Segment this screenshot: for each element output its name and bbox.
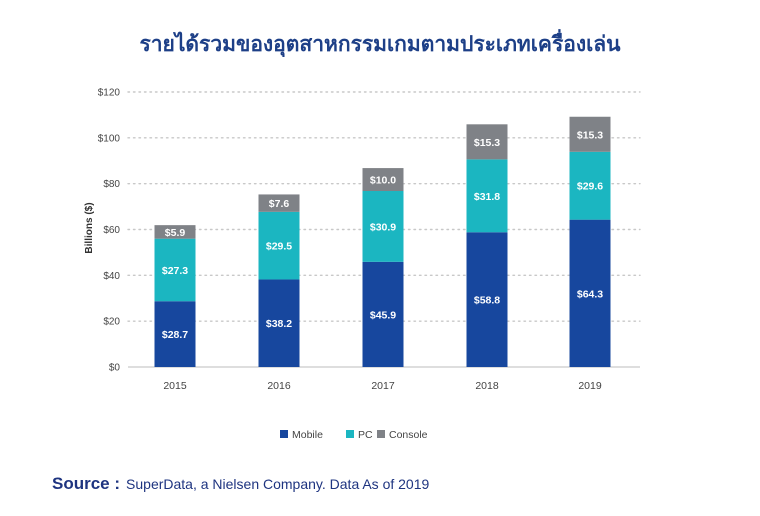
data-label-mobile-2018: $58.8 <box>474 295 500 307</box>
legend-swatch-console <box>377 430 385 438</box>
y-axis-label: Billions ($) <box>84 202 95 253</box>
x-tick-label: 2019 <box>578 380 602 392</box>
x-tick-label: 2018 <box>475 380 499 392</box>
legend-label-pc: PC <box>358 429 373 441</box>
y-tick-label: $0 <box>109 363 121 374</box>
legend-label-console: Console <box>389 429 428 441</box>
data-label-pc-2018: $31.8 <box>474 191 500 203</box>
x-axis-ticks: 2015 2016 2017 2018 2019 <box>163 380 602 392</box>
legend-swatch-mobile <box>280 430 288 438</box>
bars: $28.7 $27.3 $5.9 $38.2 $29.5 $7.6 $45.9 $30.9 $1… <box>154 116 611 367</box>
y-tick-label: $60 <box>103 225 120 236</box>
x-tick-label: 2016 <box>267 380 291 392</box>
y-tick-label: $120 <box>98 88 121 99</box>
data-label-pc-2015: $27.3 <box>162 265 188 277</box>
data-label-mobile-2015: $28.7 <box>162 329 188 341</box>
x-tick-label: 2017 <box>371 380 395 392</box>
bar-pc-2017 <box>362 191 404 262</box>
data-label-console-2016: $7.6 <box>269 198 290 210</box>
data-label-mobile-2019: $64.3 <box>577 288 603 300</box>
data-label-console-2018: $15.3 <box>474 137 500 149</box>
data-label-pc-2016: $29.5 <box>266 241 292 253</box>
legend-swatch-pc <box>346 430 354 438</box>
y-axis-ticks: $0 $20 $40 $60 $80 $100 $120 <box>98 88 121 374</box>
data-label-console-2015: $5.9 <box>165 227 186 239</box>
y-tick-label: $40 <box>103 271 120 282</box>
bar-mobile-2019 <box>569 219 611 367</box>
source-label: Source : <box>52 474 121 493</box>
bar-pc-2019 <box>569 151 611 220</box>
data-label-console-2019: $15.3 <box>577 129 603 141</box>
source-text: SuperData, a Nielsen Company. Data As of… <box>126 476 430 492</box>
chart-title: รายได้รวมของอุตสาหกรรมเกมตามประเภทเครื่อ… <box>139 32 621 56</box>
bar-pc-2015 <box>154 238 196 302</box>
bar-mobile-2015 <box>154 301 196 367</box>
data-label-pc-2017: $30.9 <box>370 221 396 233</box>
data-label-pc-2019: $29.6 <box>577 181 603 193</box>
data-label-console-2017: $10.0 <box>370 175 396 187</box>
bar-console-2019 <box>569 116 611 152</box>
legend-label-mobile: Mobile <box>292 429 323 441</box>
y-tick-label: $100 <box>98 133 121 144</box>
data-label-mobile-2016: $38.2 <box>266 318 292 330</box>
bar-console-2018 <box>466 124 508 160</box>
bar-mobile-2017 <box>362 261 404 367</box>
bar-console-2015 <box>154 225 196 239</box>
legend: Mobile PC Console <box>280 429 428 441</box>
bar-console-2017 <box>362 168 404 191</box>
source-note: Source : SuperData, a Nielsen Company. Da… <box>52 474 429 494</box>
x-tick-label: 2015 <box>163 380 187 392</box>
bar-mobile-2018 <box>466 232 508 367</box>
data-label-mobile-2017: $45.9 <box>370 309 396 321</box>
bar-console-2016 <box>258 194 300 212</box>
y-tick-label: $80 <box>103 179 120 190</box>
bar-pc-2016 <box>258 211 300 280</box>
bar-pc-2018 <box>466 159 508 233</box>
y-tick-label: $20 <box>103 317 120 328</box>
bar-mobile-2016 <box>258 279 300 367</box>
